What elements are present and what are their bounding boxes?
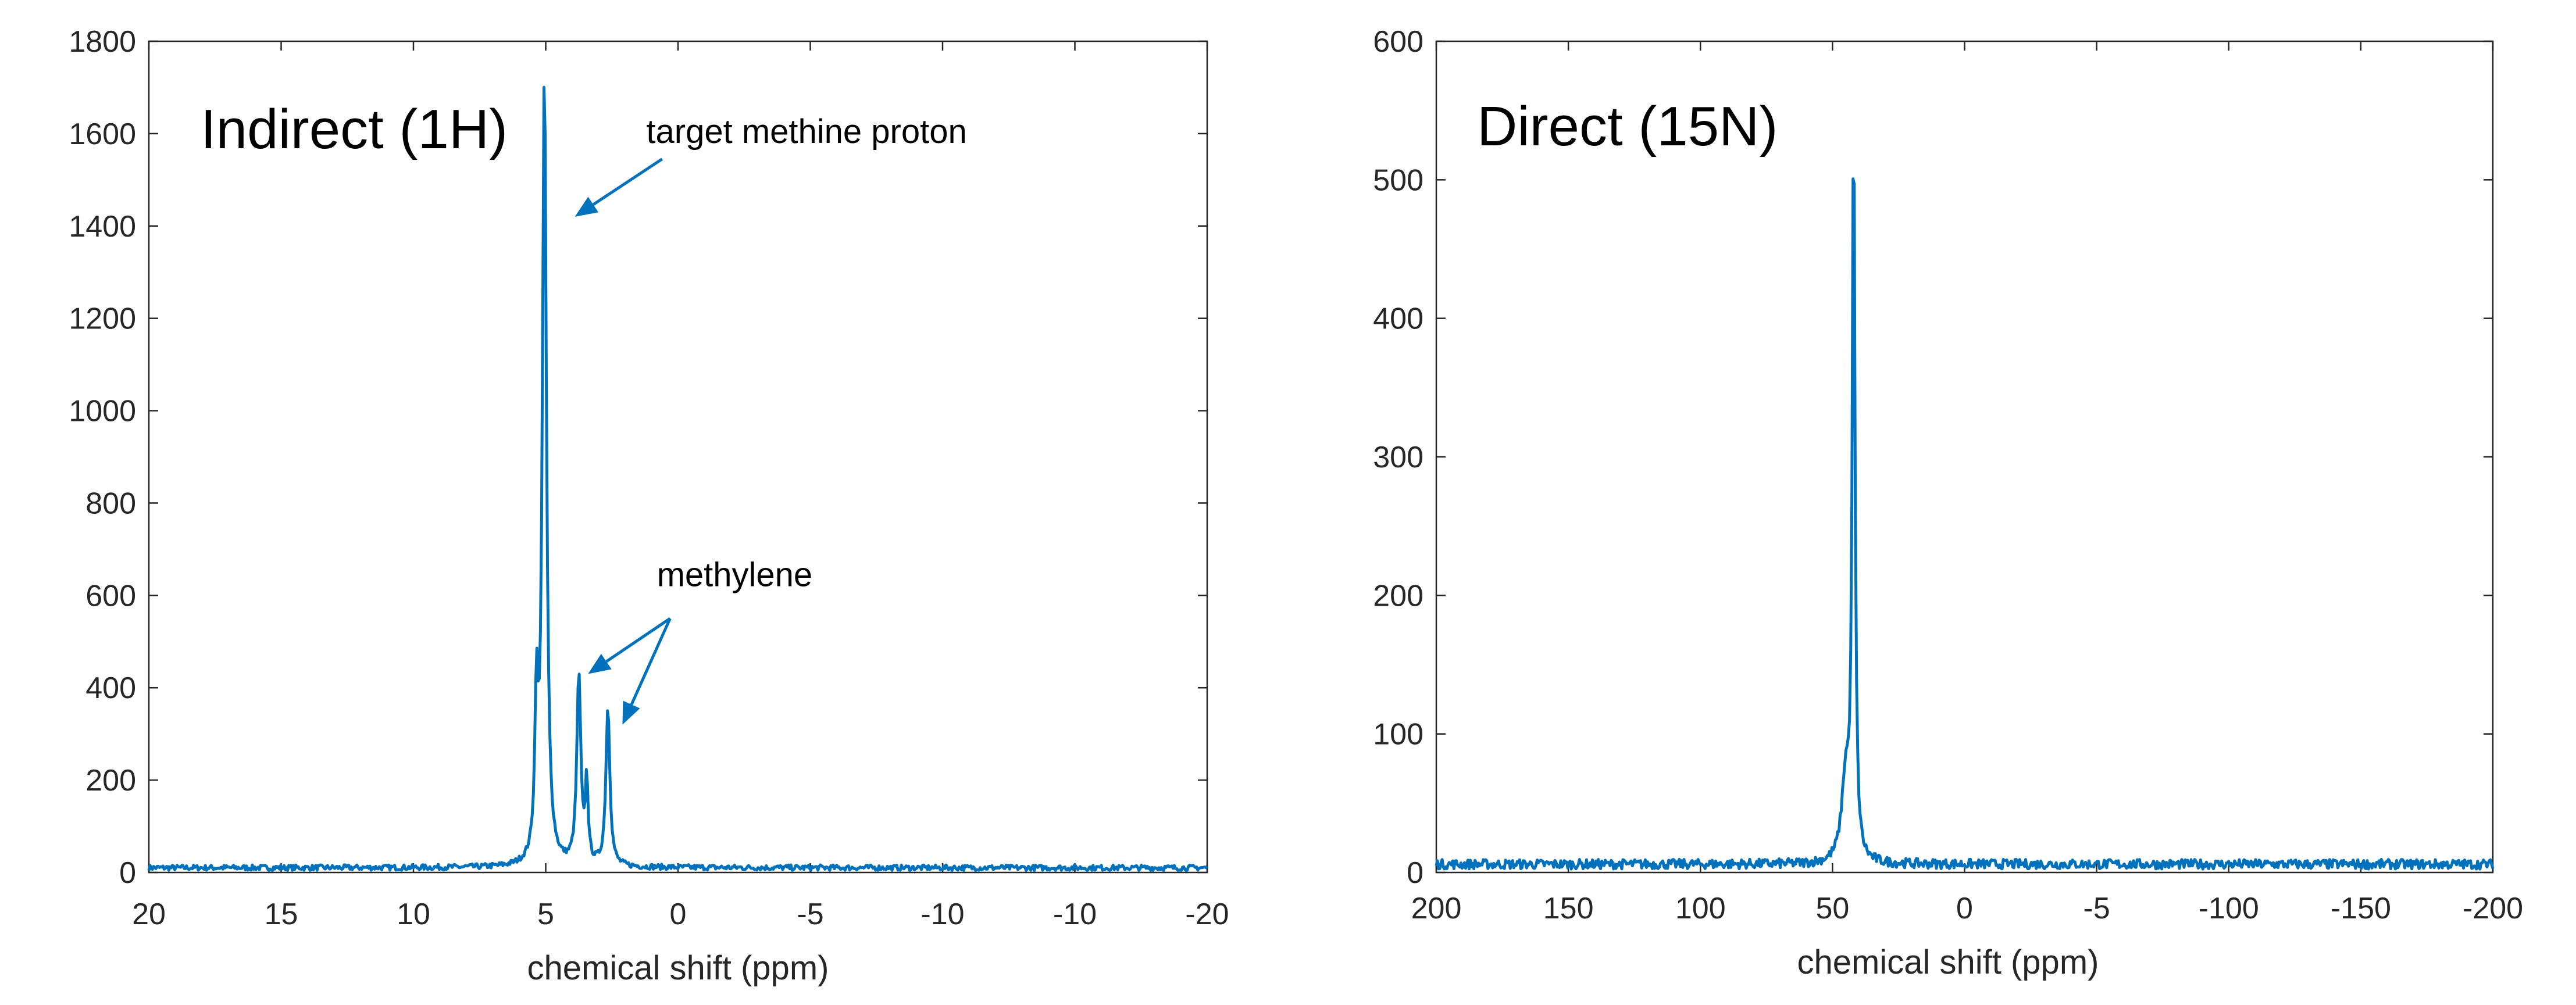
y-tick-label: 1800 [69,25,136,59]
x-tick-label: 15 [265,897,298,931]
y-tick-label: 1200 [69,302,136,336]
x-tick-label: -150 [2331,892,2391,925]
x-tick-label: 200 [1411,892,1462,925]
x-axis-label: chemical shift (ppm) [1797,943,2099,981]
plot-frame [148,40,1208,874]
x-tick-label: -10 [1053,897,1097,931]
y-axis: 0 200 400 600 800 1000 1200 1400 1600 1800 [69,25,1207,890]
y-tick-label: 400 [85,671,136,705]
y-axis: 0 100 200 300 400 500 600 [1373,25,2493,890]
y-tick-label: 600 [1373,25,1423,59]
x-tick-label: 0 [1956,892,1973,925]
y-tick-label: 1400 [69,210,136,244]
annotation-arrowhead [622,700,640,725]
x-tick-label: 20 [132,897,166,931]
x-tick-label: -10 [920,897,964,931]
x-axis: 20 15 10 5 0 -5 -10 -10 -20 [132,41,1229,931]
chart-title: Indirect (1H) [201,98,508,160]
plot-frame [1435,40,2494,874]
x-tick-label: 50 [1815,892,1849,925]
annotations: target methine proton methylene [575,113,967,725]
x-axis: 200 150 100 50 0 -5 -100 -150 -200 [1411,41,2523,925]
annotation-label: methylene [657,556,813,593]
chart-title: Direct (15N) [1477,95,1778,158]
y-tick-label: 1000 [69,395,136,428]
annotation-arrow [630,618,672,706]
x-tick-label: 100 [1675,892,1726,925]
y-tick-label: 1600 [69,117,136,151]
chart-indirect-1h: 0 200 400 600 800 1000 1200 1400 1600 1800 20 15 10… [69,25,1229,987]
x-axis-label: chemical shift (ppm) [527,949,829,987]
spectrum-trace [147,85,1208,872]
y-tick-label: 0 [119,856,136,890]
y-tick-label: 100 [1373,718,1423,752]
x-tick-label: 10 [397,897,430,931]
y-tick-label: 200 [85,764,136,797]
y-tick-label: 800 [85,487,136,520]
x-tick-label: 150 [1543,892,1594,925]
annotation-label: target methine proton [646,113,966,151]
annotation-arrowhead [575,196,599,217]
y-tick-label: 600 [85,579,136,613]
y-tick-label: 200 [1373,579,1423,613]
x-tick-label: -5 [2083,892,2110,925]
x-tick-label: -20 [1185,897,1229,931]
x-tick-label: -200 [2463,892,2523,925]
x-tick-label: -5 [797,897,823,931]
y-tick-label: 0 [1407,856,1423,890]
annotation-arrow [592,158,663,206]
y-tick-label: 500 [1373,163,1423,197]
x-tick-label: 5 [537,897,554,931]
annotation-arrowhead [588,653,612,674]
x-tick-label: -100 [2199,892,2259,925]
y-tick-label: 400 [1373,302,1423,336]
annotation-arrow [605,617,671,663]
y-tick-label: 300 [1373,441,1423,474]
x-tick-label: 0 [670,897,687,931]
spectrum-trace [1435,177,2495,871]
